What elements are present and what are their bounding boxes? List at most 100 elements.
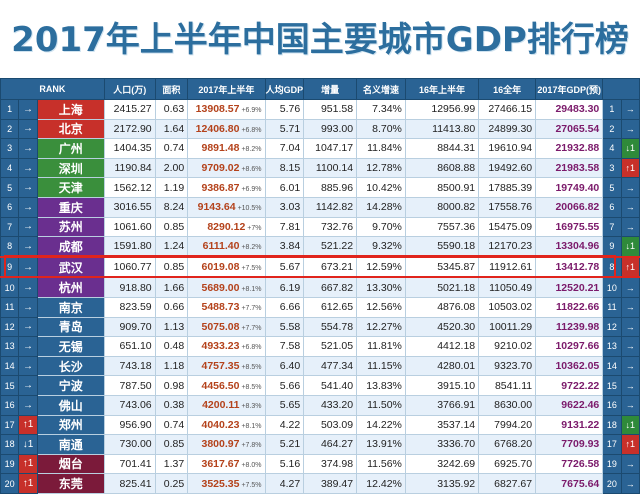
rank-change-right: →: [620, 177, 640, 198]
table-row[interactable]: 3 → 广州 1404.35 0.74 9891.48 +8.2% 7.04 1047.17 11…: [0, 138, 640, 159]
gdp-h1-2017: 9386.87 +6.9%: [187, 177, 266, 198]
growth-rate: +8.1%: [241, 422, 262, 430]
nominal-growth: 9.32%: [356, 236, 406, 258]
table-row[interactable]: 16 → 佛山 743.06 0.38 4200.11 +8.3% 5.65 433.20 11.…: [0, 394, 640, 416]
gdp-full-2016: 27466.15: [478, 99, 537, 120]
table-row[interactable]: 1 → 上海 2415.27 0.63 13908.57 +6.9% 5.76 951.58 7.…: [0, 99, 640, 120]
nominal-growth: 12.56%: [356, 296, 406, 318]
table-row[interactable]: 17 ↑1 郑州 956.90 0.74 4040.23 +8.1% 4.22 503.09 14…: [0, 414, 640, 436]
rank-change-right: →: [620, 276, 640, 298]
table-row[interactable]: 9 → 武汉 1060.77 0.85 6019.08 +7.5% 5.67 673.21 12.…: [0, 255, 640, 279]
per-capita-gdp: 7.81: [264, 216, 305, 238]
rank-change-right: →: [620, 375, 640, 396]
area: 0.85: [154, 216, 189, 238]
rank-2017: 6: [602, 196, 622, 218]
rank-2017: 9: [602, 236, 622, 258]
gdp-h1-2017: 4757.35 +8.5%: [187, 355, 266, 377]
table-row[interactable]: 12 → 青岛 909.70 1.13 5075.08 +7.7% 5.58 554.78 12.…: [0, 316, 640, 338]
row-index: 10: [0, 276, 20, 298]
increment: 521.22: [303, 236, 358, 258]
header-full-2016: 16全年: [478, 78, 537, 100]
gdp-h1-2017: 12406.80 +6.8%: [187, 118, 266, 140]
header-gdp-2017-est: 2017年GDP(预): [535, 78, 604, 100]
increment: 993.00: [303, 118, 358, 140]
row-index: 18: [0, 434, 20, 455]
rank-change-right: →: [620, 316, 640, 338]
gdp-2017-est: 27065.54: [535, 118, 604, 140]
gdp-h1-2016: 3766.91: [404, 394, 480, 416]
increment: 464.27: [303, 434, 358, 455]
per-capita-gdp: 3.03: [264, 196, 305, 218]
rank-2017: 15: [602, 375, 622, 396]
table-row[interactable]: 2 → 北京 2172.90 1.64 12406.80 +6.8% 5.71 993.00 8.…: [0, 118, 640, 140]
growth-rate: +6.8%: [241, 344, 262, 352]
city-name: 重庆: [36, 196, 105, 218]
gdp-full-2016: 8541.11: [478, 375, 537, 396]
per-capita-gdp: 7.04: [264, 138, 305, 159]
table-row[interactable]: 20 ↑1 东莞 825.41 0.25 3525.35 +7.5% 4.27 389.47 12…: [0, 473, 640, 494]
population: 2415.27: [103, 99, 156, 120]
gdp-full-2016: 19492.60: [478, 157, 537, 179]
gdp-h1-2017: 3617.67 +8.0%: [187, 453, 266, 475]
growth-rate: +7%: [247, 224, 262, 232]
population: 701.41: [103, 453, 156, 475]
city-name: 佛山: [36, 394, 105, 416]
city-name: 杭州: [36, 276, 105, 298]
area: 0.25: [154, 473, 189, 494]
increment: 1142.82: [303, 196, 358, 218]
header-area: 面积: [154, 78, 189, 100]
per-capita-gdp: 4.27: [264, 473, 305, 494]
rank-2017: 12: [602, 316, 622, 338]
population: 3016.55: [103, 196, 156, 218]
population: 1190.84: [103, 157, 156, 179]
gdp-2017-est: 7709.93: [535, 434, 604, 455]
table-row[interactable]: 14 → 长沙 743.18 1.18 4757.35 +8.5% 6.40 477.34 11.…: [0, 355, 640, 377]
row-index: 3: [0, 138, 20, 159]
area: 0.38: [154, 394, 189, 416]
table-row[interactable]: 10 → 杭州 918.80 1.66 5689.00 +8.1% 6.19 667.82 13.…: [0, 276, 640, 298]
gdp-2017-est: 11822.66: [535, 296, 604, 318]
ranking-table-container: RANK 人口(万) 面积 2017年上半年 人均GDP 增量 名义增速 16年…: [0, 78, 640, 494]
gdp-full-2016: 12170.23: [478, 236, 537, 258]
rank-change-left: →: [18, 355, 38, 377]
city-name: 南通: [36, 434, 105, 455]
header-per-capita: 人均GDP: [264, 78, 305, 100]
page-title: 2017年上半年中国主要城市GDP排行榜: [11, 19, 629, 60]
city-name: 广州: [36, 138, 105, 159]
table-row[interactable]: 4 → 深圳 1190.84 2.00 9709.02 +8.6% 8.15 1100.14 12…: [0, 157, 640, 179]
table-row[interactable]: 19 ↑1 烟台 701.41 1.37 3617.67 +8.0% 5.16 374.98 11…: [0, 453, 640, 475]
table-row[interactable]: 7 → 苏州 1061.60 0.85 8290.12 +7% 7.81 732.76 9.70%…: [0, 216, 640, 238]
table-row[interactable]: 13 → 无锡 651.10 0.48 4933.23 +6.8% 7.58 521.05 11.…: [0, 336, 640, 357]
area: 0.63: [154, 99, 189, 120]
rank-change-left: →: [18, 99, 38, 120]
increment: 521.05: [303, 336, 358, 357]
header-gdp-h1-2017: 2017年上半年: [187, 78, 266, 100]
growth-rate: +8.3%: [241, 403, 262, 411]
gdp-full-2016: 17885.39: [478, 177, 537, 198]
gdp-h1-2017: 9143.64 +10.5%: [187, 196, 266, 218]
population: 825.41: [103, 473, 156, 494]
table-row[interactable]: 11 → 南京 823.59 0.66 5488.73 +7.7% 6.66 612.65 12.…: [0, 296, 640, 318]
increment: 673.21: [303, 255, 358, 279]
table-row[interactable]: 18 ↓1 南通 730.00 0.85 3800.97 +7.8% 5.21 464.27 13…: [0, 434, 640, 455]
gdp-full-2016: 11912.61: [478, 255, 537, 279]
city-name: 郑州: [36, 414, 105, 436]
table-row[interactable]: 6 → 重庆 3016.55 8.24 9143.64 +10.5% 3.03 1142.82 1…: [0, 196, 640, 218]
row-index: 2: [0, 118, 20, 140]
per-capita-gdp: 7.58: [264, 336, 305, 357]
rank-change-left: →: [18, 394, 38, 416]
city-name: 无锡: [36, 336, 105, 357]
rank-change-left: →: [18, 316, 38, 338]
per-capita-gdp: 6.66: [264, 296, 305, 318]
increment: 1047.17: [303, 138, 358, 159]
table-row[interactable]: 15 → 宁波 787.50 0.98 4456.50 +8.5% 5.66 541.40 13.…: [0, 375, 640, 396]
population: 651.10: [103, 336, 156, 357]
gdp-2017-est: 21932.88: [535, 138, 604, 159]
table-row[interactable]: 5 → 天津 1562.12 1.19 9386.87 +6.9% 6.01 885.96 10.…: [0, 177, 640, 198]
table-row[interactable]: 8 → 成都 1591.80 1.24 6111.40 +8.2% 3.84 521.22 9.3…: [0, 236, 640, 258]
rank-change-right: →: [620, 336, 640, 357]
population: 823.59: [103, 296, 156, 318]
increment: 374.98: [303, 453, 358, 475]
city-name: 南京: [36, 296, 105, 318]
gdp-h1-2017: 3525.35 +7.5%: [187, 473, 266, 494]
